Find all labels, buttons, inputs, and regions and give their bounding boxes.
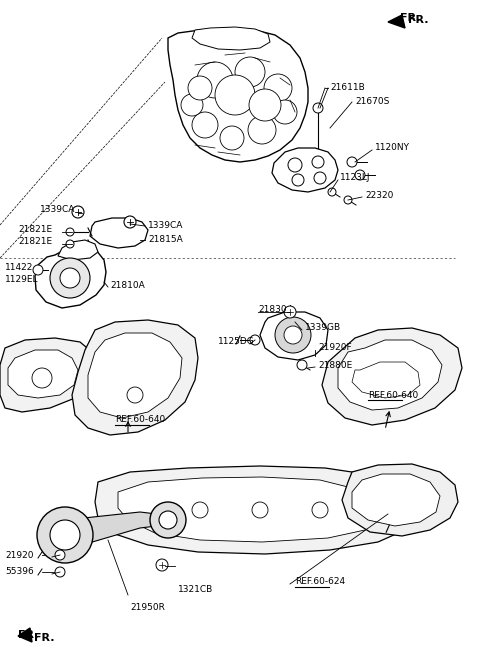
Circle shape bbox=[215, 75, 255, 115]
Text: FR.: FR. bbox=[400, 13, 420, 23]
Polygon shape bbox=[352, 362, 420, 398]
Circle shape bbox=[275, 317, 311, 353]
Text: 21821E: 21821E bbox=[18, 225, 52, 235]
Polygon shape bbox=[260, 312, 328, 360]
Circle shape bbox=[55, 550, 65, 560]
Circle shape bbox=[264, 74, 292, 102]
Text: 21810A: 21810A bbox=[110, 281, 145, 290]
Circle shape bbox=[248, 116, 276, 144]
Circle shape bbox=[159, 511, 177, 529]
Circle shape bbox=[249, 89, 281, 121]
Polygon shape bbox=[72, 320, 198, 435]
Circle shape bbox=[60, 268, 80, 288]
Circle shape bbox=[32, 368, 52, 388]
Circle shape bbox=[328, 188, 336, 196]
Circle shape bbox=[150, 502, 186, 538]
Text: REF.60-640: REF.60-640 bbox=[115, 415, 165, 424]
Circle shape bbox=[50, 258, 90, 298]
Circle shape bbox=[197, 62, 233, 98]
Circle shape bbox=[66, 240, 74, 248]
Text: 1120NY: 1120NY bbox=[375, 143, 410, 152]
Circle shape bbox=[314, 172, 326, 184]
Circle shape bbox=[355, 170, 365, 180]
Text: REF.60-640: REF.60-640 bbox=[368, 390, 418, 399]
Text: 22320: 22320 bbox=[365, 191, 394, 200]
Polygon shape bbox=[8, 350, 78, 398]
Text: 55396: 55396 bbox=[5, 568, 34, 576]
Text: FR.: FR. bbox=[34, 633, 55, 643]
Text: 1339CA: 1339CA bbox=[40, 206, 75, 214]
Polygon shape bbox=[118, 477, 385, 542]
Circle shape bbox=[312, 502, 328, 518]
Circle shape bbox=[181, 94, 203, 116]
Text: 1129EL: 1129EL bbox=[5, 275, 38, 284]
Text: 1321CB: 1321CB bbox=[178, 585, 213, 595]
Circle shape bbox=[220, 126, 244, 150]
Circle shape bbox=[344, 196, 352, 204]
Polygon shape bbox=[272, 148, 338, 192]
Circle shape bbox=[66, 228, 74, 236]
Polygon shape bbox=[342, 464, 458, 536]
Circle shape bbox=[192, 112, 218, 138]
Polygon shape bbox=[192, 27, 270, 50]
Circle shape bbox=[250, 335, 260, 345]
Polygon shape bbox=[0, 338, 95, 412]
Polygon shape bbox=[88, 333, 182, 418]
Text: 21611B: 21611B bbox=[330, 83, 365, 93]
Text: 21670S: 21670S bbox=[355, 97, 389, 106]
Circle shape bbox=[55, 567, 65, 577]
Text: 21920: 21920 bbox=[5, 551, 34, 560]
Circle shape bbox=[235, 57, 265, 87]
Circle shape bbox=[312, 156, 324, 168]
Polygon shape bbox=[18, 628, 32, 642]
Polygon shape bbox=[35, 246, 106, 308]
Polygon shape bbox=[95, 466, 420, 554]
Polygon shape bbox=[168, 28, 308, 162]
Polygon shape bbox=[58, 240, 98, 260]
Polygon shape bbox=[322, 328, 462, 425]
Circle shape bbox=[33, 265, 43, 275]
Text: 21830: 21830 bbox=[258, 306, 287, 315]
Circle shape bbox=[284, 306, 296, 318]
Text: 21880E: 21880E bbox=[318, 361, 352, 369]
Circle shape bbox=[347, 157, 357, 167]
Circle shape bbox=[252, 502, 268, 518]
Polygon shape bbox=[338, 340, 442, 410]
Text: 21950R: 21950R bbox=[130, 602, 165, 612]
Circle shape bbox=[288, 158, 302, 172]
Circle shape bbox=[127, 387, 143, 403]
Circle shape bbox=[188, 76, 212, 100]
Text: 1123LJ: 1123LJ bbox=[340, 173, 371, 183]
Circle shape bbox=[37, 507, 93, 563]
Text: 21920F: 21920F bbox=[318, 344, 352, 353]
Polygon shape bbox=[90, 218, 148, 248]
Circle shape bbox=[284, 326, 302, 344]
Circle shape bbox=[72, 206, 84, 218]
Circle shape bbox=[273, 100, 297, 124]
Text: 1339GB: 1339GB bbox=[305, 323, 341, 332]
Polygon shape bbox=[388, 15, 405, 28]
Text: 21815A: 21815A bbox=[148, 235, 183, 244]
Circle shape bbox=[156, 559, 168, 571]
Text: 1339CA: 1339CA bbox=[148, 221, 183, 229]
Polygon shape bbox=[65, 512, 165, 550]
Circle shape bbox=[192, 502, 208, 518]
Circle shape bbox=[50, 520, 80, 550]
Text: 1125DG: 1125DG bbox=[218, 338, 255, 346]
Circle shape bbox=[297, 360, 307, 370]
Text: FR.: FR. bbox=[408, 15, 429, 25]
Polygon shape bbox=[352, 474, 440, 526]
Circle shape bbox=[292, 174, 304, 186]
Circle shape bbox=[124, 216, 136, 228]
Circle shape bbox=[313, 103, 323, 113]
Text: FR.: FR. bbox=[18, 630, 38, 640]
Text: 11422: 11422 bbox=[5, 263, 34, 273]
Text: 21821E: 21821E bbox=[18, 237, 52, 246]
Text: REF.60-624: REF.60-624 bbox=[295, 578, 345, 587]
